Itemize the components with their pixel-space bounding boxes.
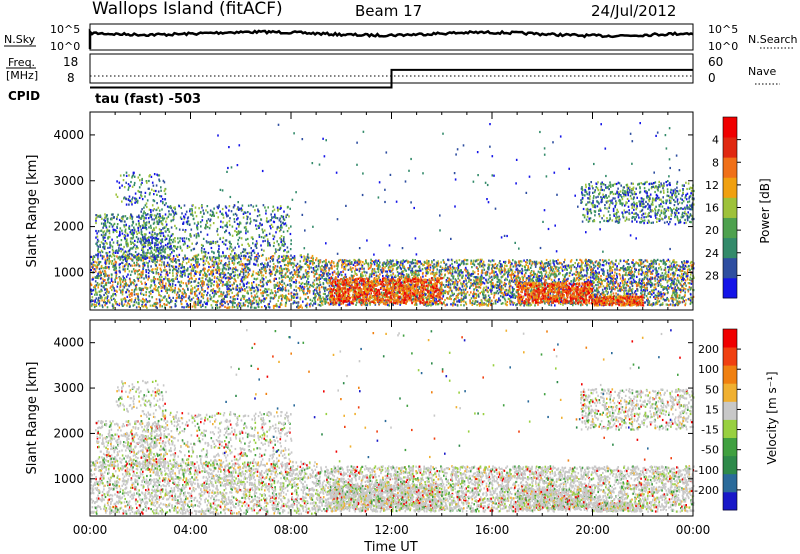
nave-label: Nave (748, 65, 776, 78)
power-ytick-label: 1000 (53, 265, 84, 279)
velocity-swatch (723, 455, 737, 475)
velocity-ytick-label: 3000 (53, 381, 84, 395)
velocity-xtick-label: 00:00 (73, 523, 108, 537)
velocity-xtick-label: 00:00 (676, 523, 711, 537)
power-colorbar-tick: 24 (705, 247, 719, 260)
power-swatch (723, 277, 737, 299)
date-label: 24/Jul/2012 (591, 2, 676, 20)
power-ylabel: Slant Range [km] (25, 155, 40, 268)
velocity-colorbar-tick: -200 (694, 484, 719, 497)
velocity-panel: 1000 2000 3000 4000 Slant Range [km] 00:00 0… (25, 319, 779, 554)
velocity-xtick-label: 08:00 (274, 523, 309, 537)
velocity-colorbar: 200 100 50 15 -15 -50 -100 -200 (694, 328, 741, 511)
velocity-swatch (723, 401, 737, 420)
velocity-swatch (723, 437, 737, 457)
power-swatch (723, 117, 737, 138)
nsearch-tick-bottom: 10^0 (708, 40, 738, 53)
power-panel: 1000 2000 3000 4000 Slant Range [km] 4 8 12 16… (25, 111, 772, 311)
nsky-trace (88, 28, 694, 49)
velocity-swatch (723, 329, 737, 348)
nave-tick-top: 60 (708, 55, 723, 69)
power-swatch (723, 237, 737, 259)
cpid-panel: CPID tau (fast) -503 (8, 89, 201, 107)
beam-label: Beam 17 (355, 2, 422, 20)
freq-tick-bottom: 8 (67, 71, 75, 85)
power-swatch (723, 177, 737, 198)
freq-panel: Freq. [MHz] 18 8 60 0 Nave (6, 53, 780, 89)
velocity-colorbar-tick: 15 (705, 403, 719, 416)
power-colorbar: 4 8 12 16 20 24 28 (705, 116, 741, 299)
power-colorbar-tick: 12 (705, 179, 719, 192)
power-colorbar-tick: 8 (712, 156, 719, 169)
nsearch-label: N.Search (748, 33, 798, 46)
velocity-colorbar-tick: -50 (701, 444, 719, 457)
power-colorbar-tick: 28 (705, 269, 719, 282)
velocity-colorbar-tick: 100 (698, 363, 719, 376)
velocity-xtick-label: 12:00 (374, 523, 409, 537)
power-ytick-label: 2000 (53, 220, 84, 234)
power-swatch (723, 257, 737, 279)
velocity-colorbar-tick: 200 (698, 343, 719, 356)
cpid-label: CPID (8, 89, 40, 103)
nsky-panel: N.Sky 10^5 10^0 10^5 10^0 N.Search (4, 23, 798, 53)
freq-units: [MHz] (6, 69, 38, 82)
velocity-ytick-label: 1000 (53, 472, 84, 486)
velocity-ylabel: Slant Range [km] (25, 362, 40, 475)
velocity-swatch (723, 365, 737, 384)
velocity-colorbar-tick: 50 (705, 383, 719, 396)
velocity-xtick-label: 04:00 (173, 523, 208, 537)
velocity-heatmap (90, 329, 695, 515)
velocity-ytick-label: 4000 (53, 336, 84, 350)
power-heatmap (90, 122, 695, 309)
nsky-label: N.Sky (4, 33, 36, 46)
nsky-tick-bottom: 10^0 (50, 40, 80, 53)
station-title: Wallops Island (fitACF) (92, 0, 283, 19)
power-colorbar-tick: 4 (712, 134, 719, 147)
power-swatch (723, 157, 737, 178)
power-swatch (723, 217, 737, 239)
velocity-colorbar-tick: -15 (701, 424, 719, 437)
power-colorbar-tick: 16 (705, 202, 719, 215)
velocity-ytick-label: 2000 (53, 426, 84, 440)
nsky-tick-top: 10^5 (50, 23, 80, 36)
velocity-swatch (723, 383, 737, 402)
velocity-swatch (723, 491, 737, 511)
nave-tick-bottom: 0 (708, 71, 716, 85)
freq-trace (90, 68, 693, 89)
power-swatch (723, 197, 737, 218)
velocity-swatch (723, 347, 737, 366)
freq-label: Freq. (8, 56, 35, 69)
nsearch-tick-top: 10^5 (708, 23, 738, 36)
velocity-swatch (723, 473, 737, 493)
velocity-xtick-label: 16:00 (475, 523, 510, 537)
cpid-text: tau (fast) -503 (95, 92, 201, 107)
power-swatch (723, 137, 737, 158)
velocity-xtick-label: 20:00 (575, 523, 610, 537)
velocity-swatch (723, 419, 737, 438)
power-ytick-label: 3000 (53, 174, 84, 188)
power-ytick-label: 4000 (53, 128, 84, 142)
power-colorbar-tick: 20 (705, 224, 719, 237)
velocity-colorbar-tick: -100 (694, 464, 719, 477)
velocity-colorbar-label: Velocity [m s⁻¹] (765, 371, 779, 464)
x-axis-label: Time UT (363, 540, 417, 554)
freq-tick-top: 18 (63, 55, 78, 69)
power-colorbar-label: Power [dB] (758, 178, 772, 243)
